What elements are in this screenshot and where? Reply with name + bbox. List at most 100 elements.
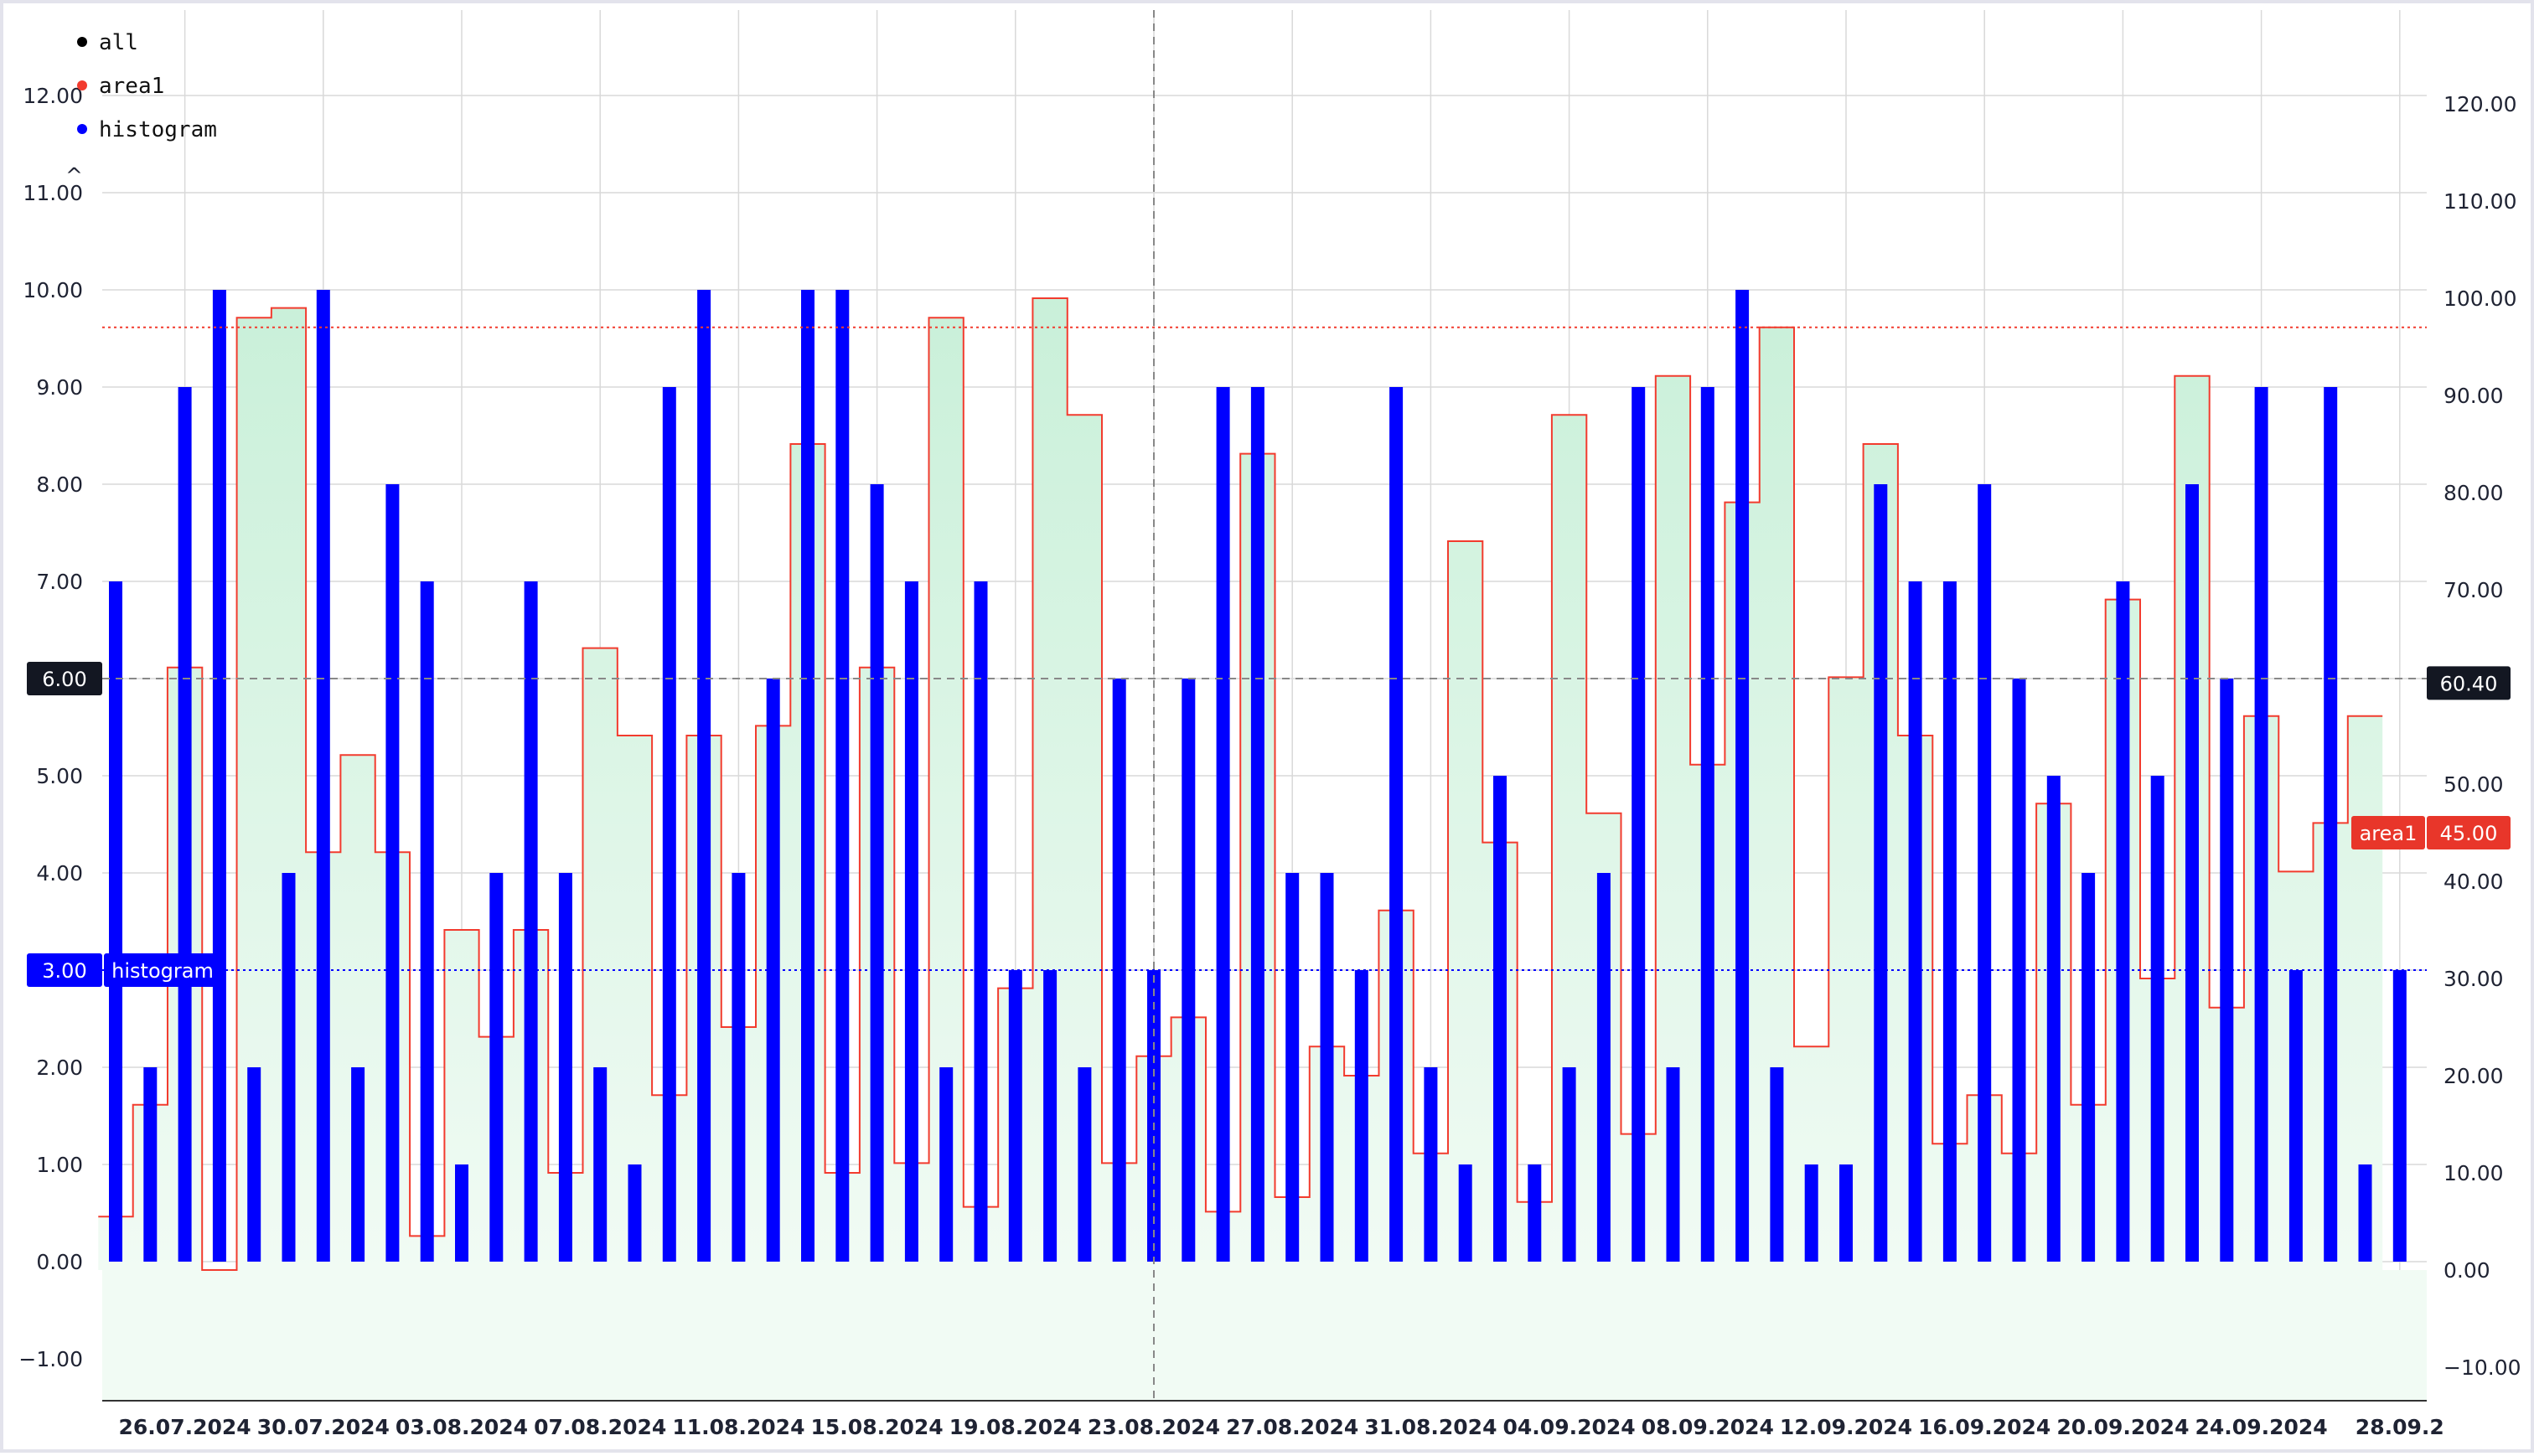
right-tick-label: 20.00 [2444, 1064, 2504, 1088]
left-tick-label: −1.00 [18, 1347, 83, 1371]
histogram-bar [558, 873, 572, 1262]
histogram-bar [1008, 970, 1022, 1262]
legend-item-label: all [99, 30, 138, 55]
right-tick-label: −10.00 [2444, 1355, 2521, 1380]
histogram-bar [628, 1164, 642, 1262]
histogram-bar [247, 1067, 261, 1262]
axis-layer: −1.00 0.00 1.00 2.00 3.00 4.00 5.00 6.00 7.00 8.0… [18, 84, 2521, 1439]
left-tick-label: 0.00 [36, 1250, 83, 1274]
left-crosshair-tag-bg [27, 662, 102, 695]
histogram-bar [1666, 1067, 1680, 1262]
histogram-bar [2185, 484, 2199, 1262]
right-crosshair-tag: 60.40 [2440, 672, 2498, 695]
histogram-bar [1839, 1164, 1853, 1262]
right-area-name-tag: area1 [2360, 822, 2418, 845]
histogram-bar [385, 484, 400, 1262]
chart-svg[interactable]: −1.00 0.00 1.00 2.00 3.00 4.00 5.00 6.00 7.00 8.0… [3, 3, 2534, 1456]
left-tick-label: 8.00 [36, 472, 83, 497]
x-tick-label: 23.08.2024 [1088, 1415, 1220, 1439]
histogram-bar [178, 387, 192, 1262]
left-histogram-value-tag: 3.00 [42, 959, 86, 983]
histogram-bar [2012, 679, 2026, 1262]
histogram-bar [939, 1067, 954, 1262]
histogram-bar [2324, 387, 2338, 1262]
left-histogram-value-tag-bg [27, 953, 102, 987]
x-tick-label: 04.09.2024 [1503, 1415, 1636, 1439]
right-crosshair-tag-bg [2427, 666, 2511, 700]
left-histogram-name-tag: histogram [111, 959, 214, 983]
left-tick-label: 9.00 [36, 375, 83, 400]
right-area-value-tag-bg [2427, 816, 2511, 849]
left-histogram-name-tag-bg [104, 953, 221, 987]
histogram-bar [1320, 873, 1334, 1262]
x-tick-label: 08.09.2024 [1642, 1415, 1774, 1439]
x-tick-label: 07.08.2024 [534, 1415, 666, 1439]
histogram-bars [109, 290, 2407, 1262]
histogram-bar [2150, 776, 2164, 1262]
x-tick-label: 27.08.2024 [1226, 1415, 1358, 1439]
left-tick-label: 12.00 [23, 84, 83, 108]
right-tick-label: 90.00 [2444, 384, 2504, 408]
histogram-bar [974, 581, 988, 1262]
histogram-bar [2082, 873, 2096, 1262]
left-tick-label: 10.00 [23, 278, 83, 302]
x-tick-label: 19.08.2024 [949, 1415, 1082, 1439]
histogram-bar [2392, 970, 2407, 1262]
histogram-bar [1874, 484, 1888, 1262]
overlay-layer [102, 10, 2427, 1401]
histogram-bar [1528, 1164, 1542, 1262]
histogram-bar [2046, 776, 2061, 1262]
histogram-bar [143, 1067, 158, 1262]
histogram-bar [1942, 581, 1957, 1262]
histogram-bar [1043, 970, 1058, 1262]
histogram-bar [109, 581, 122, 1262]
histogram-bar [1596, 873, 1611, 1262]
histogram-bar [1078, 1067, 1092, 1262]
x-tick-label: 31.08.2024 [1364, 1415, 1497, 1439]
right-tick-label: 40.00 [2444, 870, 2504, 894]
histogram-bar [489, 873, 504, 1262]
legend-dot-icon [77, 80, 87, 90]
histogram-bar [455, 1164, 468, 1262]
histogram-bar [801, 290, 814, 1262]
left-tick-label: 1.00 [36, 1153, 83, 1177]
legend[interactable]: all area1 histogram ^ [65, 30, 217, 188]
histogram-bar [212, 290, 226, 1262]
histogram-bar [1285, 873, 1300, 1262]
histogram-bar [282, 873, 296, 1262]
left-tick-label: 7.00 [36, 570, 83, 594]
histogram-bar [1804, 1164, 1818, 1262]
price-tags: 6.00 3.00 histogram 60.40 area1 45.00 [27, 662, 2511, 987]
histogram-bar [1770, 1067, 1784, 1262]
left-tick-label: 2.00 [36, 1056, 83, 1080]
x-tick-label: 30.07.2024 [257, 1415, 390, 1439]
legend-dot-icon [77, 124, 87, 134]
histogram-bar [1493, 776, 1507, 1262]
x-tick-label: 16.09.2024 [1918, 1415, 2050, 1439]
histogram-bar [351, 1067, 365, 1262]
histogram-bar [593, 1067, 608, 1262]
histogram-bar [835, 290, 850, 1262]
histogram-bar [524, 581, 538, 1262]
histogram-bar [1354, 970, 1368, 1262]
right-area-name-tag-bg [2351, 816, 2425, 849]
histogram-bar [1216, 387, 1230, 1262]
histogram-bar [2358, 1164, 2372, 1262]
histogram-bar [1250, 387, 1264, 1262]
histogram-bar [420, 581, 434, 1262]
x-tick-label: 20.09.2024 [2056, 1415, 2189, 1439]
left-crosshair-tag: 6.00 [42, 668, 86, 691]
histogram-bar [1458, 1164, 1472, 1262]
right-tick-label: 110.00 [2444, 189, 2516, 214]
histogram-bar [1700, 387, 1714, 1262]
area-layer [98, 297, 2427, 1401]
x-tick-label: 12.09.2024 [1780, 1415, 1912, 1439]
histogram-bar [1908, 581, 1922, 1262]
area-below-zero [102, 1270, 2427, 1401]
legend-item-label: area1 [99, 74, 164, 99]
histogram-bar [2288, 970, 2303, 1262]
histogram-bar [1735, 290, 1750, 1262]
left-tick-label: 4.00 [36, 861, 83, 885]
left-tick-label: 5.00 [36, 764, 83, 788]
